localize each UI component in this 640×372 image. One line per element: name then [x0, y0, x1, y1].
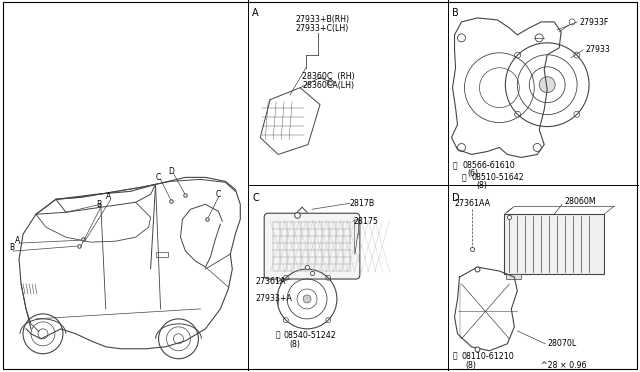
Text: C: C [156, 173, 161, 182]
Text: 28060M: 28060M [564, 197, 596, 206]
Text: 27933+A: 27933+A [255, 294, 292, 303]
Text: 27933+B(RH): 27933+B(RH) [295, 15, 349, 24]
Text: 28070L: 28070L [547, 339, 577, 348]
FancyBboxPatch shape [264, 213, 360, 279]
Text: 2817B: 2817B [350, 199, 375, 208]
Text: 27933F: 27933F [579, 18, 609, 27]
Text: 28360C  (RH): 28360C (RH) [302, 72, 355, 81]
FancyArrowPatch shape [506, 208, 512, 212]
Text: A: A [15, 235, 20, 245]
Text: A: A [252, 8, 259, 18]
Text: D: D [452, 193, 459, 203]
Text: 08566-61610: 08566-61610 [463, 161, 515, 170]
Text: ⒱: ⒱ [452, 352, 457, 361]
Text: C: C [252, 193, 259, 203]
Text: 08540-51242: 08540-51242 [283, 331, 336, 340]
Text: (8): (8) [289, 340, 300, 349]
Text: 27933: 27933 [585, 45, 610, 54]
Text: (8): (8) [465, 361, 476, 370]
Text: B: B [452, 8, 458, 18]
Text: 28360CA(LH): 28360CA(LH) [302, 81, 354, 90]
Text: ^28 × 0.96: ^28 × 0.96 [541, 361, 587, 370]
Circle shape [540, 77, 555, 93]
Bar [506, 274, 522, 279]
Circle shape [303, 295, 311, 303]
Text: 28175: 28175 [354, 217, 379, 226]
Text: Ⓢ: Ⓢ [452, 161, 457, 170]
Text: C: C [216, 190, 221, 199]
Text: Ⓢ: Ⓢ [461, 173, 466, 182]
Text: B: B [9, 243, 14, 251]
Text: Ⓢ: Ⓢ [276, 331, 280, 340]
Text: 27933+C(LH): 27933+C(LH) [295, 24, 348, 33]
Text: A: A [106, 192, 111, 201]
Text: (8): (8) [476, 182, 487, 190]
Text: 27361A: 27361A [255, 277, 285, 286]
Text: (6): (6) [467, 169, 479, 179]
Text: D: D [168, 167, 175, 176]
Text: 08110-61210: 08110-61210 [461, 352, 515, 361]
Text: B: B [96, 200, 101, 209]
Bar [504, 214, 604, 274]
Text: 27361AA: 27361AA [454, 199, 490, 208]
Text: 08510-51642: 08510-51642 [472, 173, 524, 182]
Bar [156, 252, 168, 257]
